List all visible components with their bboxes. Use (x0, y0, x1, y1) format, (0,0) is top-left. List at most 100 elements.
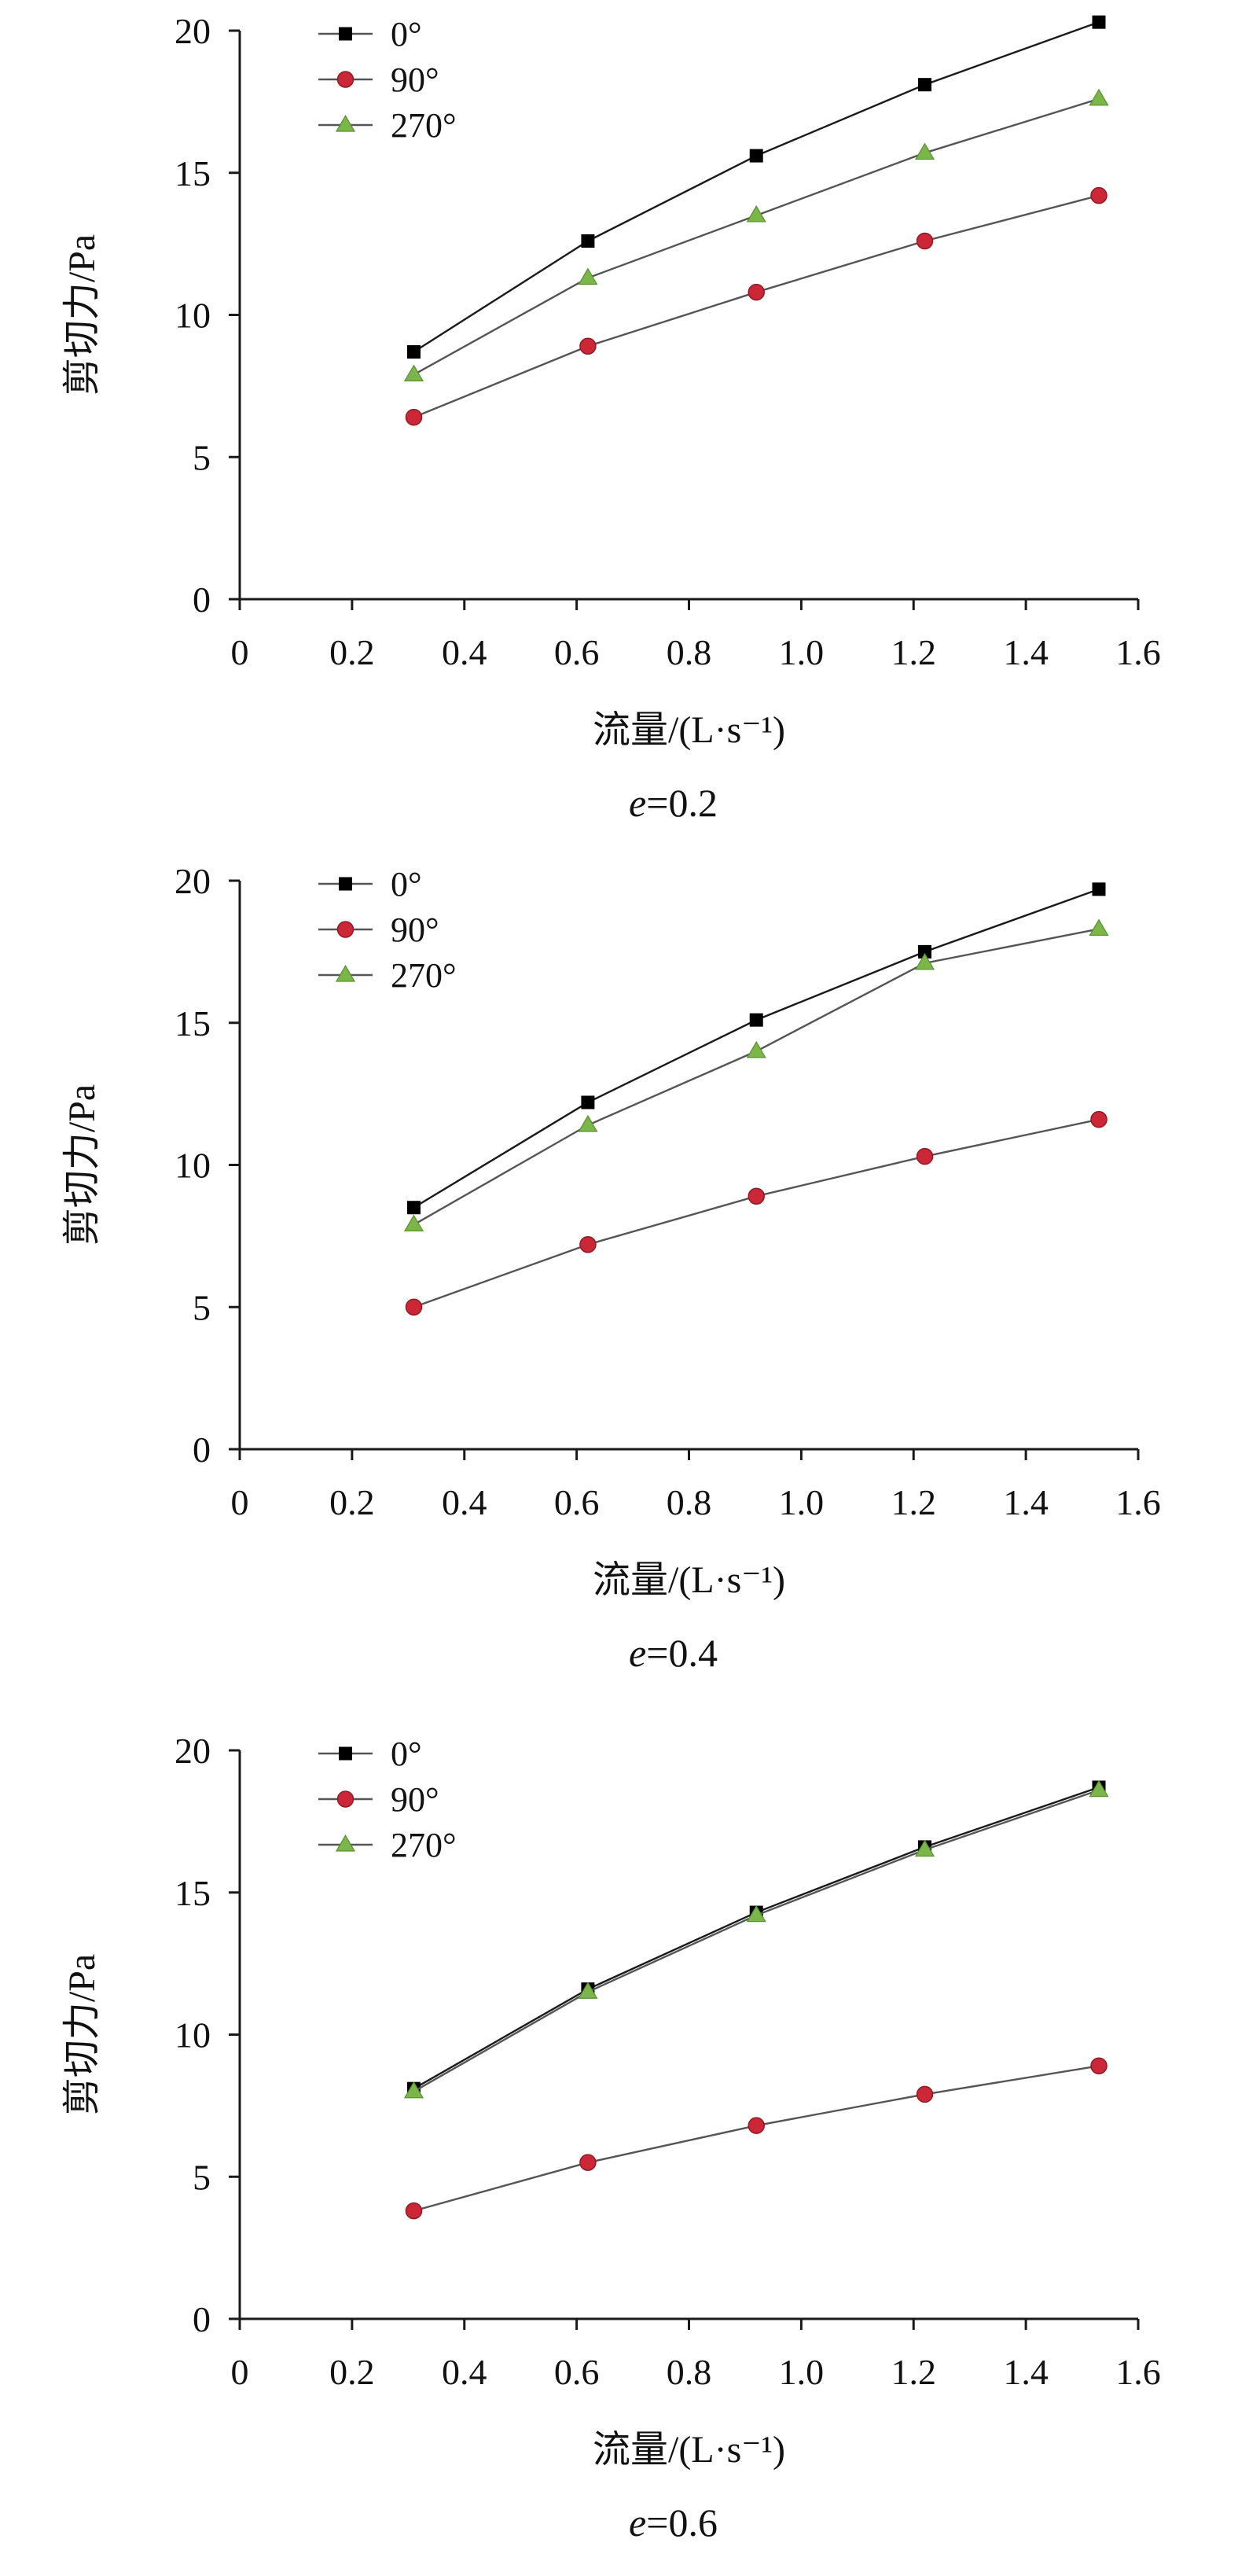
y-tick-label: 5 (193, 2157, 211, 2197)
legend-item: 90° (318, 1780, 439, 1819)
chart-panel-2: 0 5 10 15 20 0 0.2 0.4 0.6 0.8 1.0 1.2 1.4 1.6 流量/(L·s… (61, 861, 1161, 1675)
legend-marker (336, 921, 355, 938)
data-point (1089, 88, 1109, 106)
series-2 (405, 1110, 1108, 1316)
data-point (1089, 1779, 1109, 1798)
legend-item: 0° (318, 15, 422, 53)
x-axis-title: 流量/(L·s⁻¹) (593, 1559, 785, 1601)
data-point (403, 2081, 424, 2099)
data-point (918, 944, 932, 959)
legend-label: 90° (391, 1780, 439, 1819)
x-tick-label: 1.0 (779, 1482, 825, 1522)
x-tick-label: 1.6 (1115, 1482, 1161, 1522)
series-line (413, 98, 1100, 376)
data-point (403, 364, 424, 381)
y-tick-label: 0 (193, 580, 211, 620)
y-axis-title: 剪切力/Pa (61, 1084, 103, 1246)
legend: 0° 90° 270° (318, 865, 457, 995)
x-tick-label: 1.6 (1115, 2352, 1161, 2392)
series-2 (405, 186, 1108, 426)
series-line (413, 21, 1100, 353)
data-point (406, 344, 421, 359)
legend-marker (339, 877, 352, 891)
x-tick-label: 1.4 (1003, 632, 1049, 672)
legend-label: 90° (391, 61, 439, 99)
y-tick-label: 20 (174, 11, 211, 51)
x-tick-label: 0.8 (667, 2352, 712, 2392)
x-tick-label: 0.6 (554, 1482, 600, 1522)
caption-value: =0.4 (646, 1631, 718, 1675)
y-tick-label: 5 (193, 1287, 211, 1327)
data-point (403, 1214, 424, 1231)
series-2 (405, 2057, 1108, 2220)
x-tick-label: 0.6 (554, 2352, 600, 2392)
y-tick-label: 5 (193, 437, 211, 477)
data-point (749, 1013, 763, 1027)
data-point (578, 1982, 598, 1999)
legend-item: 90° (318, 61, 439, 99)
data-point (914, 142, 935, 160)
data-point (579, 337, 597, 355)
caption-variable: e (629, 781, 646, 825)
data-point (1092, 882, 1106, 896)
data-point (748, 1187, 765, 1205)
legend-label: 0° (391, 865, 422, 903)
legend-marker (336, 1790, 355, 1808)
y-tick-label: 20 (174, 1731, 211, 1771)
data-point (581, 234, 595, 248)
legend-label: 0° (391, 1735, 422, 1773)
legend-item: 0° (318, 865, 422, 903)
legend-marker (339, 1746, 352, 1761)
x-tick-label: 1.2 (891, 2352, 937, 2392)
data-point (1090, 186, 1108, 204)
legend-marker (335, 1834, 356, 1852)
data-point (746, 1904, 766, 1923)
data-point (579, 2154, 597, 2171)
y-tick-label: 15 (174, 1873, 211, 1913)
x-tick-label: 0.2 (329, 632, 375, 672)
y-tick-label: 10 (174, 296, 211, 336)
data-point (1090, 2057, 1108, 2075)
x-tick-label: 0.8 (667, 632, 712, 672)
legend-marker (336, 71, 355, 88)
data-point (578, 1114, 598, 1132)
legend-item: 270° (318, 1826, 457, 1864)
series-line (413, 928, 1100, 1226)
legend-marker (335, 115, 356, 132)
x-tick-label: 0 (231, 1482, 249, 1522)
x-tick-label: 1.0 (779, 632, 825, 672)
chart-panel-1: 0 5 10 15 20 0 0.2 0.4 0.6 0.8 1.0 1.2 1.4 1.6 流量/(L·s… (61, 11, 1161, 825)
series-line (413, 2065, 1100, 2212)
x-tick-label: 0 (231, 2352, 249, 2392)
data-point (746, 205, 766, 223)
legend-label: 90° (391, 911, 439, 949)
data-point (748, 283, 765, 301)
data-point (748, 2117, 765, 2134)
x-tick-label: 0.4 (442, 2352, 487, 2392)
x-tick-label: 1.2 (891, 632, 937, 672)
y-tick-label: 10 (174, 1146, 211, 1186)
legend: 0° 90° 270° (318, 1735, 457, 1864)
x-tick-label: 1.6 (1115, 632, 1161, 672)
data-point (578, 267, 598, 285)
y-tick-label: 0 (193, 2299, 211, 2339)
panel-caption: e=0.6 (629, 2501, 718, 2545)
legend-item: 90° (318, 911, 439, 949)
x-tick-label: 0.4 (442, 632, 487, 672)
caption-value: =0.2 (646, 781, 718, 825)
y-axis-title: 剪切力/Pa (61, 1954, 103, 2115)
legend-label: 0° (391, 15, 422, 53)
data-point (914, 1839, 935, 1857)
y-tick-label: 20 (174, 861, 211, 901)
data-point (1092, 15, 1106, 29)
data-point (579, 1235, 597, 1253)
legend-item: 0° (318, 1735, 422, 1773)
legend-item: 270° (318, 956, 457, 995)
caption-variable: e (629, 2501, 646, 2545)
caption-value: =0.6 (646, 2501, 718, 2545)
data-point (918, 78, 932, 92)
data-point (581, 1095, 595, 1110)
series-1 (406, 1780, 1106, 2096)
data-point (405, 1298, 423, 1316)
